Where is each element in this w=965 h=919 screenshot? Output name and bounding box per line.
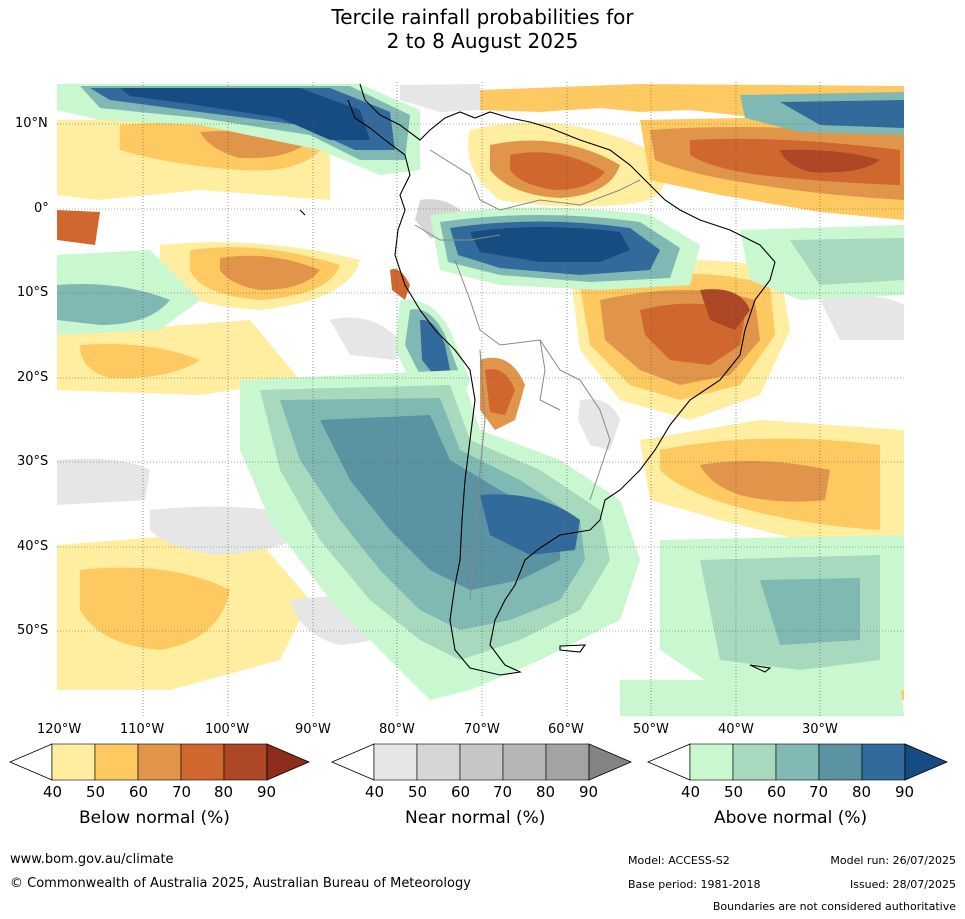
footer-disclaimer: Boundaries are not considered authoritat… xyxy=(712,900,956,913)
lat-label: 0° xyxy=(34,201,49,216)
colorbar-tick: 80 xyxy=(536,783,556,801)
colorbar-tick: 90 xyxy=(257,783,277,801)
footer-model-run: Model run: 26/07/2025 xyxy=(830,854,956,867)
colorbar-tick: 50 xyxy=(86,783,106,801)
lon-label: 60°W xyxy=(548,722,584,737)
colorbar-tick: 90 xyxy=(895,783,915,801)
colorbar-segment xyxy=(373,743,418,781)
colorbar-tick: 80 xyxy=(214,783,234,801)
colorbar-below-normal xyxy=(8,743,311,781)
lat-label: 40°S xyxy=(17,539,49,554)
lon-label: 30°W xyxy=(802,722,838,737)
colorbar-title-below: Below normal (%) xyxy=(79,808,230,828)
lon-label: 110°W xyxy=(120,722,165,737)
lon-label: 90°W xyxy=(295,722,331,737)
colorbar-tick: 60 xyxy=(129,783,149,801)
colorbar-segment xyxy=(137,743,182,781)
footer-base-period: Base period: 1981-2018 xyxy=(628,878,761,891)
colorbar-extend-low xyxy=(646,743,691,781)
lon-label: 70°W xyxy=(464,722,500,737)
colorbar-tick: 40 xyxy=(681,783,701,801)
lon-label: 120°W xyxy=(37,722,82,737)
footer-copyright: © Commonwealth of Australia 2025, Austra… xyxy=(10,876,471,891)
colorbar-extend-low xyxy=(8,743,53,781)
colorbar-tick: 60 xyxy=(451,783,471,801)
footer-url: www.bom.gov.au/climate xyxy=(10,852,174,867)
colorbar-segment xyxy=(94,743,139,781)
colorbar-tick: 50 xyxy=(724,783,744,801)
lon-label: 100°W xyxy=(205,722,250,737)
colorbar-segment xyxy=(51,743,96,781)
colorbar-tick: 70 xyxy=(172,783,192,801)
colorbar-segment xyxy=(775,743,820,781)
colorbar-tick: 70 xyxy=(493,783,513,801)
colorbar-above-normal xyxy=(646,743,949,781)
colorbar-tick: 90 xyxy=(579,783,599,801)
colorbar-tick: 40 xyxy=(365,783,385,801)
colorbar-tick: 80 xyxy=(852,783,872,801)
colorbar-segment xyxy=(861,743,906,781)
colorbar-title-above: Above normal (%) xyxy=(714,808,868,828)
map-title-line1: Tercile rainfall probabilities for xyxy=(331,5,634,29)
colorbar-segment xyxy=(732,743,777,781)
colorbar-extend-low xyxy=(330,743,375,781)
colorbar-tick: 40 xyxy=(43,783,63,801)
colorbar-extend-high xyxy=(266,743,311,781)
footer-issued: Issued: 28/07/2025 xyxy=(849,878,956,891)
probability-field xyxy=(57,82,904,716)
lat-label: 10°N xyxy=(15,116,48,131)
colorbar-extend-high xyxy=(588,743,633,781)
lat-label: 30°S xyxy=(17,454,49,469)
lon-label: 80°W xyxy=(379,722,415,737)
coastline xyxy=(299,83,776,676)
colorbar-extend-high xyxy=(904,743,949,781)
colorbar-segment xyxy=(180,743,225,781)
colorbar-segment xyxy=(416,743,461,781)
colorbar-near-normal xyxy=(330,743,633,781)
lat-label: 20°S xyxy=(17,370,49,385)
footer-model: Model: ACCESS-S2 xyxy=(628,854,730,867)
lon-label: 40°W xyxy=(718,722,754,737)
colorbar-tick: 50 xyxy=(408,783,428,801)
colorbar-title-near: Near normal (%) xyxy=(405,808,546,828)
colorbar-segment xyxy=(689,743,734,781)
lon-label: 50°W xyxy=(633,722,669,737)
lat-label: 10°S xyxy=(17,285,49,300)
lat-label: 50°S xyxy=(17,623,49,638)
map-title-line2: 2 to 8 August 2025 xyxy=(386,29,579,53)
colorbar-segment xyxy=(223,743,268,781)
colorbar-segment xyxy=(818,743,863,781)
colorbar-segment xyxy=(545,743,590,781)
colorbar-tick: 70 xyxy=(809,783,829,801)
colorbar-tick: 60 xyxy=(767,783,787,801)
country-borders xyxy=(414,149,641,601)
colorbar-segment xyxy=(459,743,504,781)
colorbar-segment xyxy=(502,743,547,781)
